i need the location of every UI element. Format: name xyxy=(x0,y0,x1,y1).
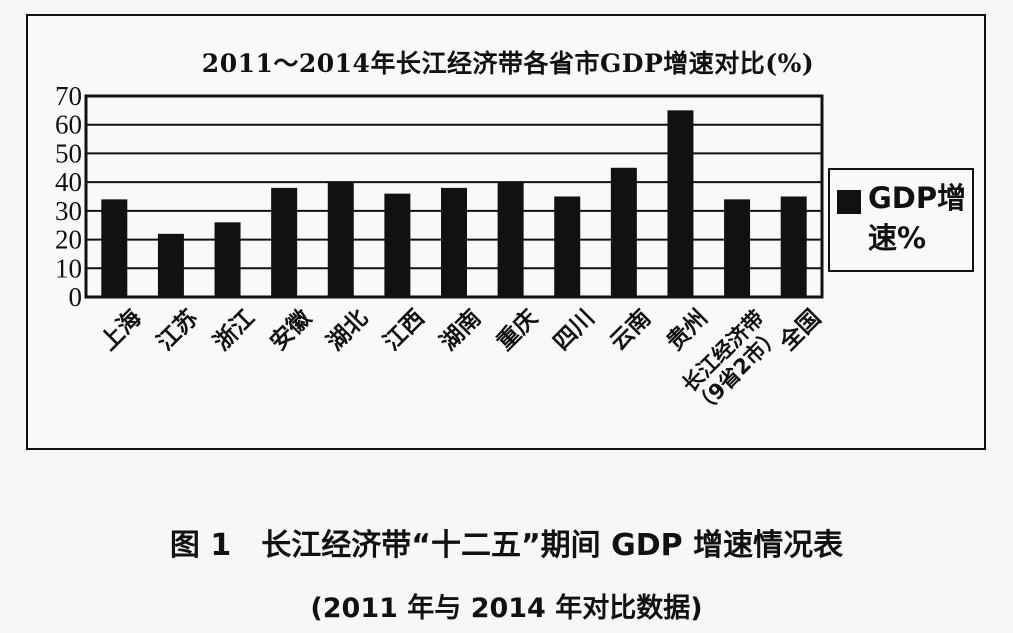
x-tick-label: 安徽 xyxy=(265,304,317,356)
x-tick-label: 湖南 xyxy=(435,305,486,356)
bar xyxy=(667,110,694,297)
bar xyxy=(780,196,807,297)
bar xyxy=(554,196,581,297)
x-tick-label: 上海 xyxy=(95,304,147,356)
bar xyxy=(214,222,241,297)
x-tick-label: 贵州 xyxy=(662,305,713,356)
y-tick-label: 30 xyxy=(55,196,82,226)
plot-area-border xyxy=(84,94,824,299)
y-tick-label: 70 xyxy=(55,81,82,111)
x-tick-label-line: 上海 xyxy=(95,304,147,356)
x-tick-label-line: 浙江 xyxy=(209,305,260,356)
bar xyxy=(610,167,637,297)
x-tick-label-line: 重庆 xyxy=(491,304,543,356)
y-tick-label: 10 xyxy=(55,253,82,283)
bar xyxy=(497,182,524,297)
legend-swatch xyxy=(837,190,861,214)
figure-subcaption: (2011 年与 2014 年对比数据) xyxy=(310,593,703,624)
chart-frame: 2011～2014年长江经济带各省市GDP增速对比(%) 0 10 20 30 40 50… xyxy=(26,14,986,450)
bar xyxy=(384,193,411,297)
y-tick-label: 20 xyxy=(55,225,82,255)
y-tick-label: 0 xyxy=(69,282,83,312)
x-tick-label: 湖北 xyxy=(322,305,373,356)
x-tick-label: 重庆 xyxy=(491,304,543,356)
y-tick-label: 60 xyxy=(55,110,82,140)
bar xyxy=(101,199,128,297)
x-tick-label: 全国 xyxy=(774,304,826,356)
bar xyxy=(271,187,298,297)
bar xyxy=(327,182,354,297)
x-tick-label: 云南 xyxy=(605,305,656,356)
x-tick-label-line: 四川 xyxy=(549,305,600,356)
x-tick-label-line: 安徽 xyxy=(265,304,317,356)
chart-title: 2011～2014年长江经济带各省市GDP增速对比(%) xyxy=(201,49,815,78)
y-tick-label: 50 xyxy=(55,138,82,168)
bar xyxy=(441,187,467,297)
x-tick-label: 四川 xyxy=(549,305,600,356)
x-tick-label-line: 全国 xyxy=(774,304,826,356)
x-tick-label: 江苏 xyxy=(152,305,203,356)
x-tick-label: 浙江 xyxy=(209,305,260,356)
bar xyxy=(724,199,751,297)
bar xyxy=(157,233,184,297)
legend-label: GDP增速% xyxy=(868,181,967,255)
x-tick-label-line: 云南 xyxy=(605,305,656,356)
y-tick-label: 40 xyxy=(55,167,82,197)
x-tick-label-line: 江苏 xyxy=(152,305,203,356)
x-tick-label-line: 江西 xyxy=(379,305,430,356)
x-tick-label-line: 湖南 xyxy=(435,305,486,356)
figure-caption: 图 1 长江经济带“十二五”期间 GDP 增速情况表 xyxy=(169,528,844,563)
x-tick-label-line: 贵州 xyxy=(662,305,713,356)
x-tick-label: 江西 xyxy=(379,305,430,356)
legend: GDP增速% xyxy=(828,168,974,272)
x-tick-label-line: 湖北 xyxy=(322,305,373,356)
